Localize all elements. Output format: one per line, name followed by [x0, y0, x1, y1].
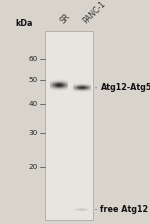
Text: 60: 60 [28, 56, 38, 62]
Text: Atg12-Atg5: Atg12-Atg5 [100, 83, 150, 92]
Text: 50: 50 [28, 77, 38, 82]
Text: 30: 30 [28, 130, 38, 136]
Text: SR: SR [58, 12, 72, 26]
Text: kDa: kDa [15, 19, 33, 28]
Text: 20: 20 [28, 164, 38, 170]
Text: PANC-1: PANC-1 [82, 0, 108, 26]
Text: 40: 40 [28, 101, 38, 107]
Bar [45, 31, 93, 220]
Text: free Atg12: free Atg12 [100, 205, 149, 214]
